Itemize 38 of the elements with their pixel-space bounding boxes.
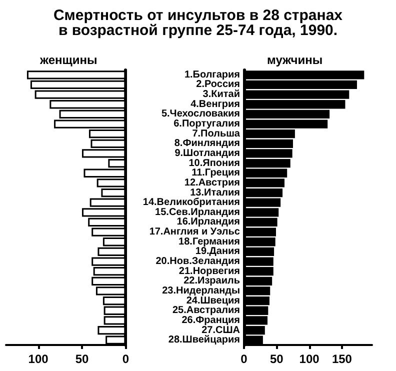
x-tick-label: 50 — [75, 352, 89, 366]
y-tick-label: 11.Греция — [192, 168, 240, 179]
y-tick-label: 9.Шотландия — [174, 148, 240, 159]
y-tick-label: 28.Швейцария — [168, 334, 240, 346]
y-tick-label: 13.Италия — [190, 187, 240, 198]
text: Смертность от инсультов в 28 странах в возрастной группе 25-74 года, 1990. — [52, 7, 344, 39]
x-tick-label: 100 — [28, 352, 49, 366]
y-tick-label: 8.Финляндия — [174, 138, 240, 150]
y-tick-label: 25.Австралия — [172, 305, 240, 316]
y-tick-label: 27.США — [202, 324, 240, 336]
y-tick-label: 6.Португалия — [174, 118, 240, 130]
y-tick-label: 20.Нов.Зеландия — [156, 256, 240, 268]
y-tick-label: 1.Болгария — [184, 69, 240, 80]
y-tick-label: 18.Германия — [178, 236, 240, 248]
y-tick-label: 14.Великобритания — [142, 197, 240, 208]
y-tick-label: 15.Сев.Ирландия — [155, 206, 240, 218]
series-label: женщины — [39, 53, 98, 67]
x-tick-label: 150 — [332, 352, 352, 366]
y-tick-label: 4.Венгрия — [190, 98, 240, 110]
y-tick-label: 19.Дания — [195, 246, 240, 258]
y-tick-label: 16.Ирландия — [176, 216, 240, 228]
y-tick-label: 23.Нидерланды — [162, 285, 240, 296]
y-tick-label: 24.Швеция — [186, 295, 240, 306]
x-tick-label: 100 — [299, 352, 320, 366]
y-tick-label: 2.Россия — [196, 79, 240, 90]
y-tick-label: 17.Англия и Уэльс — [149, 226, 240, 238]
y-tick-label: 12.Австрия — [184, 177, 240, 188]
y-tick-label: 7.Польша — [192, 128, 240, 140]
series-label: мужчины — [267, 53, 323, 67]
y-tick-label: 3.Китай — [202, 89, 240, 100]
y-tick-label: 21.Норвегия — [178, 266, 240, 277]
x-tick-label: 0 — [240, 352, 248, 366]
y-tick-label: 10.Япония — [188, 158, 240, 169]
x-tick-label: 50 — [270, 352, 284, 366]
y-tick-label: 26.Франция — [182, 314, 240, 326]
y-tick-label: 22.Израиль — [184, 276, 240, 287]
x-tick-label: 0 — [122, 352, 130, 366]
y-tick-label: 5.Чехословакия — [161, 108, 240, 120]
